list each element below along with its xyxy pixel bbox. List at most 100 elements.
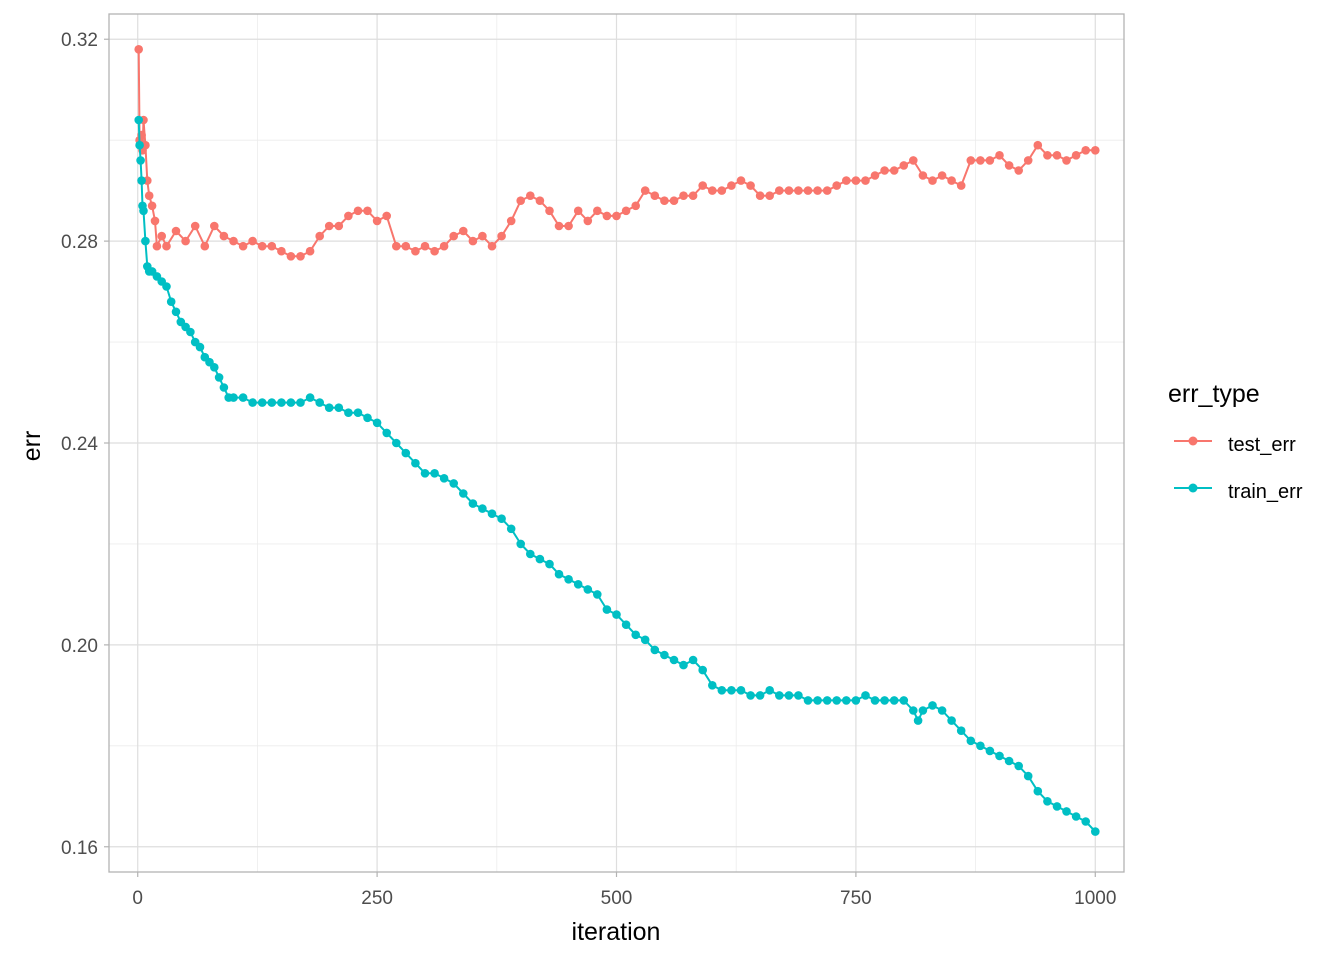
data-point bbox=[765, 191, 774, 200]
data-point bbox=[708, 681, 717, 690]
data-point bbox=[813, 186, 822, 195]
data-point bbox=[353, 206, 363, 216]
data-point bbox=[976, 741, 985, 751]
data-point bbox=[526, 549, 535, 559]
data-point bbox=[660, 196, 669, 205]
x-axis-title: iteration bbox=[572, 918, 661, 946]
data-point bbox=[880, 696, 889, 705]
data-point bbox=[449, 479, 459, 488]
data-point bbox=[411, 246, 420, 256]
data-point bbox=[305, 246, 315, 256]
data-point bbox=[554, 569, 564, 579]
data-point bbox=[430, 246, 439, 256]
data-point bbox=[296, 251, 305, 261]
data-point bbox=[602, 605, 612, 614]
data-point bbox=[698, 181, 707, 190]
data-point bbox=[150, 216, 160, 226]
data-point bbox=[918, 706, 928, 715]
data-point bbox=[736, 686, 746, 695]
data-point bbox=[257, 398, 267, 407]
data-point bbox=[430, 469, 439, 478]
data-point bbox=[257, 241, 267, 251]
data-point bbox=[219, 383, 229, 392]
data-point bbox=[995, 751, 1004, 761]
legend-entry-train-err: train_err bbox=[1174, 481, 1303, 503]
data-point bbox=[401, 448, 411, 458]
data-point bbox=[1043, 151, 1052, 160]
data-point bbox=[162, 241, 171, 251]
data-point bbox=[746, 691, 755, 700]
x-tick-label: 1000 bbox=[1074, 888, 1116, 909]
data-point bbox=[1023, 156, 1033, 165]
series-layer bbox=[134, 45, 1100, 836]
data-point bbox=[1081, 817, 1090, 826]
x-tick-label: 0 bbox=[132, 888, 143, 909]
data-point bbox=[909, 156, 918, 165]
data-point bbox=[411, 458, 420, 468]
data-point bbox=[554, 221, 564, 231]
data-point bbox=[708, 186, 717, 195]
data-point bbox=[851, 696, 861, 705]
data-point bbox=[870, 171, 880, 180]
data-point bbox=[296, 398, 305, 407]
data-point bbox=[157, 231, 166, 241]
data-point bbox=[506, 216, 516, 226]
data-point bbox=[794, 691, 803, 700]
data-point bbox=[200, 241, 210, 251]
data-point bbox=[420, 241, 430, 251]
data-point bbox=[134, 115, 143, 125]
data-point bbox=[765, 686, 774, 695]
data-point bbox=[755, 191, 765, 200]
data-point bbox=[775, 186, 784, 195]
data-point bbox=[679, 660, 688, 670]
data-point bbox=[775, 691, 784, 700]
data-point bbox=[1004, 161, 1014, 170]
data-point bbox=[1062, 807, 1071, 816]
data-point bbox=[794, 186, 803, 195]
data-point bbox=[593, 206, 602, 216]
data-point bbox=[267, 398, 277, 407]
data-point bbox=[497, 514, 506, 523]
data-point bbox=[736, 176, 746, 185]
data-point bbox=[401, 241, 411, 251]
data-point bbox=[717, 186, 727, 195]
data-point bbox=[497, 231, 506, 241]
data-point bbox=[832, 181, 841, 190]
data-point bbox=[334, 403, 344, 413]
data-point bbox=[842, 696, 851, 705]
data-point bbox=[784, 691, 794, 700]
data-point bbox=[1023, 771, 1033, 781]
data-point bbox=[956, 181, 966, 190]
data-point bbox=[214, 373, 224, 382]
x-tick-label: 250 bbox=[361, 888, 393, 909]
data-point bbox=[181, 236, 190, 246]
data-point bbox=[813, 696, 822, 705]
data-point bbox=[573, 206, 583, 216]
data-point bbox=[141, 236, 150, 246]
data-point bbox=[985, 156, 995, 165]
data-point bbox=[755, 691, 765, 700]
data-point bbox=[1062, 156, 1071, 165]
data-point bbox=[468, 236, 478, 246]
data-point bbox=[137, 176, 146, 185]
x-axis-ticks: 0 250 500 750 1000 bbox=[132, 872, 1116, 909]
data-point bbox=[315, 398, 325, 407]
data-point bbox=[899, 161, 909, 170]
data-point bbox=[669, 196, 679, 205]
data-point bbox=[784, 186, 794, 195]
data-point bbox=[277, 398, 286, 407]
data-point bbox=[382, 428, 392, 438]
data-point bbox=[966, 156, 976, 165]
legend-entry-test-err: test_err bbox=[1174, 434, 1296, 456]
data-point bbox=[621, 620, 631, 629]
data-point bbox=[195, 342, 205, 352]
y-tick-label: 0.16 bbox=[61, 838, 98, 859]
data-point bbox=[248, 236, 257, 246]
data-point bbox=[650, 191, 660, 200]
data-point bbox=[229, 236, 238, 246]
x-tick-label: 500 bbox=[601, 888, 633, 909]
data-point bbox=[372, 418, 382, 428]
data-point bbox=[190, 221, 200, 231]
data-point bbox=[134, 45, 143, 54]
data-point bbox=[727, 686, 736, 695]
